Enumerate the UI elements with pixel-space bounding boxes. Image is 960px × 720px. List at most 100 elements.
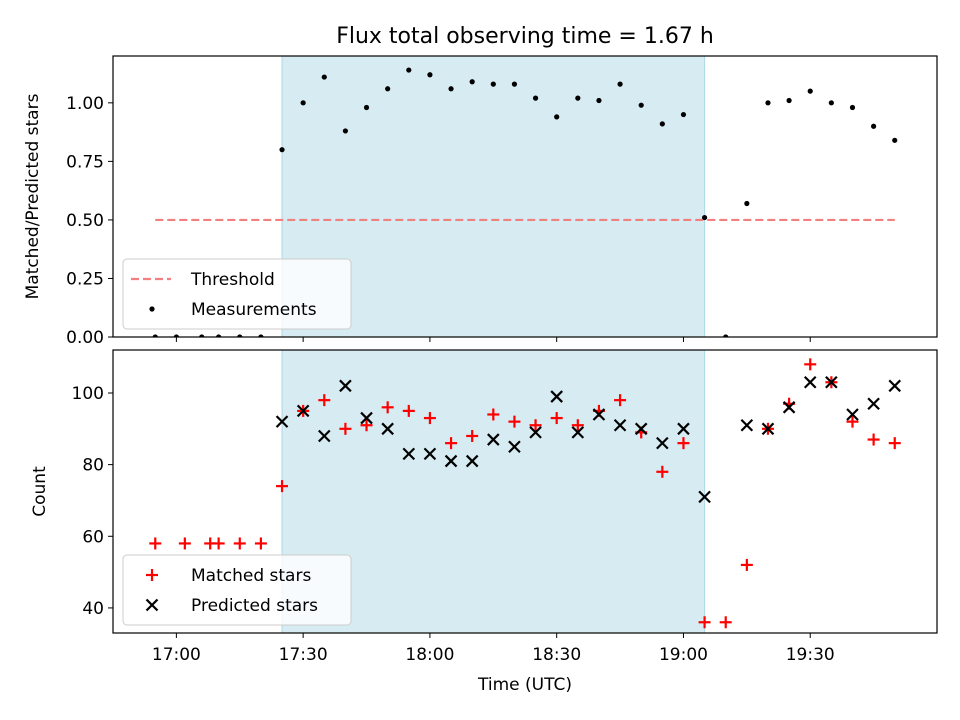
data-point xyxy=(296,404,310,418)
data-point xyxy=(149,537,162,550)
data-point xyxy=(804,358,817,371)
data-point xyxy=(318,394,331,407)
data-point xyxy=(807,88,813,94)
axes-frame xyxy=(112,349,938,634)
data-point xyxy=(596,97,602,104)
data-point xyxy=(617,81,623,87)
observing-window-shade xyxy=(282,350,705,633)
data-point xyxy=(677,437,690,450)
data-point xyxy=(199,334,205,337)
data-point xyxy=(550,412,563,425)
data-point xyxy=(276,480,289,493)
chart-title: Flux total observing time = 1.67 h xyxy=(336,24,714,49)
plot-area xyxy=(152,67,898,337)
data-point xyxy=(508,415,521,428)
y-tick-label: 1.00 xyxy=(66,94,104,114)
data-point xyxy=(529,419,542,432)
data-point xyxy=(427,72,433,78)
data-point xyxy=(719,616,732,629)
data-point xyxy=(892,137,898,143)
data-point xyxy=(656,436,669,450)
data-point xyxy=(487,408,500,421)
legend-label: Matched stars xyxy=(191,566,311,586)
legend-label: Measurements xyxy=(191,300,317,320)
data-point xyxy=(363,104,370,111)
top-panel: 0.00 0.25 0.50 0.75 1.00 Matched/Predicted st… xyxy=(23,55,938,348)
data-point xyxy=(360,419,373,432)
data-point xyxy=(740,558,753,571)
data-point xyxy=(634,422,648,436)
data-point xyxy=(508,440,521,453)
data-point xyxy=(423,412,436,425)
data-point xyxy=(571,419,584,432)
data-point xyxy=(888,379,902,393)
data-point xyxy=(402,404,415,417)
data-point xyxy=(173,334,179,337)
legend-marker xyxy=(146,569,158,581)
data-point xyxy=(237,334,243,337)
data-point xyxy=(786,97,792,104)
y-tick-label: 0.50 xyxy=(66,211,104,231)
legend-marker xyxy=(149,306,155,312)
y-tick-label: 0.25 xyxy=(66,269,104,289)
data-point xyxy=(511,81,518,87)
y-tick-label: 40 xyxy=(82,599,104,619)
data-point xyxy=(385,86,391,92)
data-point xyxy=(723,334,729,337)
data-point xyxy=(825,375,838,389)
data-point xyxy=(849,104,856,111)
data-point xyxy=(339,379,352,393)
y-tick-label: 60 xyxy=(82,527,104,547)
legend: Matched stars Predicted stars xyxy=(122,554,352,626)
x-tick-label: 18:30 xyxy=(532,645,581,665)
data-point xyxy=(254,537,267,550)
data-point xyxy=(677,422,690,436)
data-point xyxy=(279,147,285,153)
data-point xyxy=(216,334,222,337)
data-point xyxy=(487,433,500,446)
data-point xyxy=(445,437,458,450)
data-point xyxy=(554,114,560,120)
legend: Threshold Measurements xyxy=(122,258,352,330)
plot-area xyxy=(149,358,902,629)
y-tick-label: 0.75 xyxy=(66,152,104,172)
data-point xyxy=(740,418,754,432)
data-point xyxy=(867,433,880,446)
data-point xyxy=(765,100,771,106)
data-point xyxy=(698,490,711,504)
data-point xyxy=(659,121,665,127)
data-point xyxy=(846,408,859,421)
series-measurements xyxy=(152,67,898,337)
y-axis-label: Count xyxy=(30,466,50,517)
data-point xyxy=(402,447,416,461)
series-predicted-stars xyxy=(275,375,902,504)
data-point xyxy=(871,123,877,129)
data-point xyxy=(701,214,708,221)
data-point xyxy=(233,537,246,550)
data-point xyxy=(803,375,817,389)
data-point xyxy=(342,128,349,134)
data-point xyxy=(828,100,834,106)
data-point xyxy=(592,408,606,421)
data-point xyxy=(448,86,454,92)
data-point xyxy=(550,390,563,403)
x-tick-label: 19:30 xyxy=(786,645,835,665)
data-point xyxy=(300,100,306,106)
data-point xyxy=(761,422,775,436)
legend-box xyxy=(122,554,352,626)
y-tick-label: 100 xyxy=(72,384,104,404)
data-point xyxy=(532,95,539,101)
data-point xyxy=(339,422,352,435)
data-point xyxy=(680,111,687,118)
data-point xyxy=(178,537,191,550)
data-point xyxy=(846,415,859,428)
data-point xyxy=(613,418,627,432)
data-point xyxy=(744,200,750,207)
data-point xyxy=(656,465,669,478)
legend-label: Predicted stars xyxy=(191,596,318,616)
observing-window-shade xyxy=(282,56,705,337)
data-point xyxy=(782,401,796,414)
data-point xyxy=(381,422,394,436)
data-point xyxy=(381,401,394,414)
